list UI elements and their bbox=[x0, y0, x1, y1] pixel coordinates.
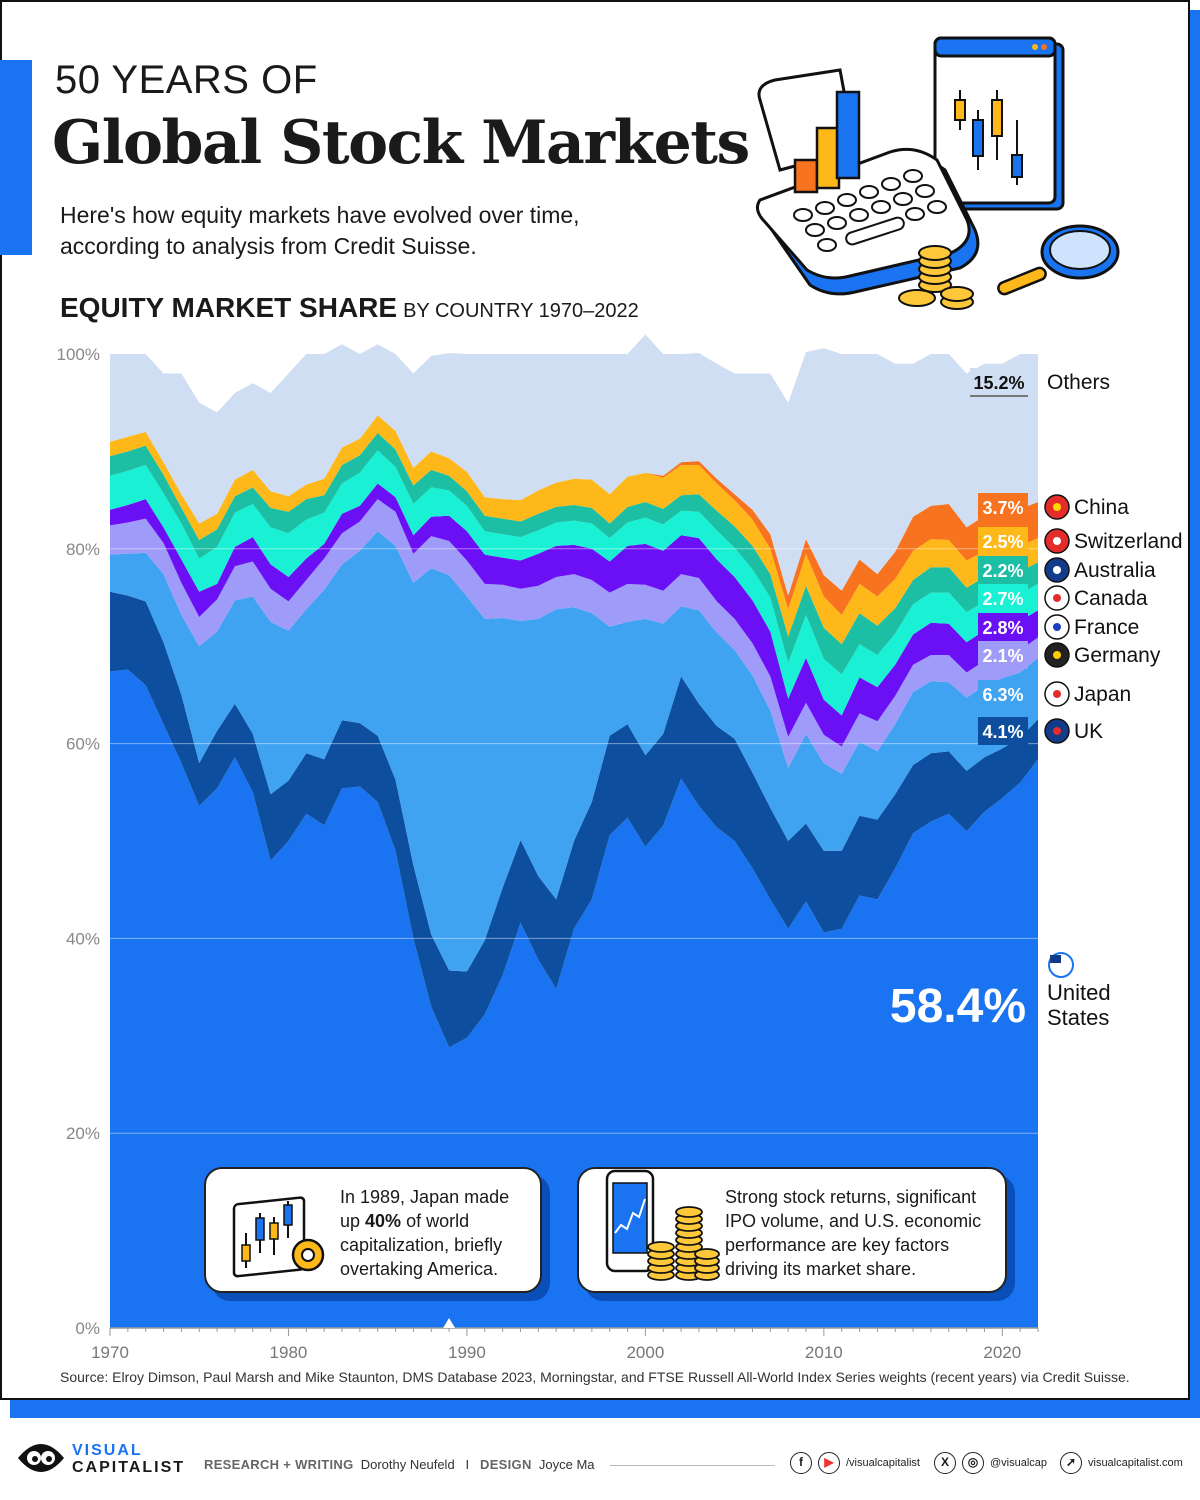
callout-us-text: Strong stock returns, significant IPO vo… bbox=[725, 1187, 982, 1279]
japan-flag-mark bbox=[1053, 690, 1061, 698]
series-name-uk: UK bbox=[1074, 720, 1103, 743]
value-label-china: 3.7% bbox=[982, 498, 1023, 518]
cursor-icon[interactable]: ➚ bbox=[1060, 1452, 1082, 1474]
value-box-china bbox=[978, 493, 1028, 521]
y-tick-label: 60% bbox=[66, 735, 100, 754]
source-note: Source: Elroy Dimson, Paul Marsh and Mik… bbox=[60, 1369, 1130, 1385]
value-box-switzerland bbox=[978, 527, 1028, 555]
page-title: Global Stock Markets bbox=[52, 108, 750, 178]
value-label-france: 2.8% bbox=[982, 618, 1023, 638]
x-tick-label: 2010 bbox=[805, 1343, 843, 1362]
handle-visualcap[interactable]: @visualcap bbox=[990, 1457, 1048, 1469]
x-tick-label: 2020 bbox=[983, 1343, 1021, 1362]
area-australia bbox=[110, 432, 1038, 675]
chart-heading: EQUITY MARKET SHARE BY COUNTRY 1970–2022 bbox=[60, 292, 639, 324]
value-label-switzerland: 2.5% bbox=[982, 532, 1023, 552]
series-name-canada: Canada bbox=[1074, 587, 1148, 610]
value-label-australia: 2.2% bbox=[982, 561, 1023, 581]
y-tick-label: 40% bbox=[66, 929, 100, 948]
uk-flag-mark bbox=[1053, 727, 1061, 735]
x-tick-label: 1970 bbox=[91, 1343, 129, 1362]
value-label-japan: 6.3% bbox=[982, 685, 1023, 705]
callout-us: Strong stock returns, significant IPO vo… bbox=[577, 1167, 1007, 1293]
area-germany bbox=[110, 499, 1038, 774]
visual-capitalist-logo-icon bbox=[18, 1444, 64, 1472]
y-tick-label: 80% bbox=[66, 540, 100, 559]
value-label-germany: 2.1% bbox=[982, 646, 1023, 666]
area-uk bbox=[110, 591, 1038, 1048]
value-box-germany bbox=[978, 641, 1028, 669]
germany-flag-mark bbox=[1053, 651, 1061, 659]
x-icon[interactable]: X bbox=[934, 1452, 956, 1474]
canada-flag-mark bbox=[1053, 594, 1061, 602]
x-tick-label: 1980 bbox=[270, 1343, 308, 1362]
france-flag-mark bbox=[1053, 623, 1061, 631]
y-tick-label: 100% bbox=[57, 345, 100, 364]
kicker: 50 YEARS OF bbox=[55, 58, 318, 102]
logo-text: VISUAL CAPITALIST bbox=[72, 1442, 186, 1476]
series-name-united-states: United bbox=[1047, 980, 1111, 1005]
website-link[interactable]: visualcapitalist.com bbox=[1088, 1457, 1183, 1469]
series-name-france: France bbox=[1074, 616, 1139, 639]
series-name-united-states: States bbox=[1047, 1005, 1109, 1030]
series-name-germany: Germany bbox=[1074, 644, 1161, 667]
value-label-uk: 4.1% bbox=[982, 722, 1023, 742]
x-tick-label: 1990 bbox=[448, 1343, 486, 1362]
area-france bbox=[110, 483, 1038, 747]
callout-japan-text: In 1989, Japan made up 40% of world capi… bbox=[340, 1187, 510, 1279]
footer-rule bbox=[610, 1465, 775, 1466]
series-name-switzerland: Switzerland bbox=[1074, 530, 1183, 553]
value-box-uk bbox=[978, 717, 1028, 745]
value-label-canada: 2.7% bbox=[982, 589, 1023, 609]
value-box-others bbox=[970, 368, 1028, 396]
marker-1989 bbox=[443, 1318, 456, 1328]
stacked-area-chart: 0% 20% 40% 60% 80% 100% 1970 1980 1990 2000 2010 20… bbox=[57, 334, 1183, 1362]
series-name-japan: Japan bbox=[1074, 683, 1131, 706]
stock-market-illustration bbox=[755, 36, 1120, 310]
value-box-australia bbox=[978, 556, 1028, 584]
facebook-icon[interactable]: f bbox=[790, 1452, 812, 1474]
area-canada bbox=[110, 450, 1038, 716]
area-united-states bbox=[110, 669, 1038, 1328]
united-states-flag-canton bbox=[1050, 955, 1061, 963]
australia-flag-mark bbox=[1053, 566, 1061, 574]
phone-coins-icon bbox=[605, 1169, 720, 1281]
credits: RESEARCH + WRITING Dorothy Neufeld I DES… bbox=[204, 1457, 595, 1472]
value-box-japan bbox=[978, 680, 1028, 708]
accent-bar bbox=[0, 60, 32, 255]
callout-japan: In 1989, Japan made up 40% of world capi… bbox=[204, 1167, 542, 1293]
trading-chart-icon bbox=[232, 1196, 325, 1278]
youtube-icon[interactable]: ▶ bbox=[818, 1452, 840, 1474]
value-box-canada bbox=[978, 584, 1028, 612]
area-others bbox=[110, 334, 1038, 596]
subtitle: Here's how equity markets have evolved o… bbox=[60, 202, 580, 259]
area-japan bbox=[110, 531, 1038, 972]
chart-heading-sub: BY COUNTRY 1970–2022 bbox=[403, 300, 639, 322]
footer: VISUAL CAPITALIST RESEARCH + WRITING Dor… bbox=[0, 1430, 1200, 1500]
y-tick-label: 20% bbox=[66, 1124, 100, 1143]
chart-heading-main: EQUITY MARKET SHARE bbox=[60, 292, 398, 323]
handle-visualcapitalist[interactable]: /visualcapitalist bbox=[846, 1457, 920, 1469]
value-label-united-states: 58.4% bbox=[890, 980, 1026, 1033]
series-name-china: China bbox=[1074, 496, 1129, 519]
value-label-others: 15.2% bbox=[973, 373, 1024, 393]
series-name-others: Others bbox=[1047, 371, 1110, 394]
china-flag-mark bbox=[1053, 503, 1061, 511]
instagram-icon[interactable]: ◎ bbox=[962, 1452, 984, 1474]
value-box-france bbox=[978, 613, 1028, 641]
y-tick-label: 0% bbox=[75, 1319, 100, 1338]
switzerland-flag-mark bbox=[1053, 537, 1061, 545]
x-tick-label: 2000 bbox=[626, 1343, 664, 1362]
series-name-australia: Australia bbox=[1074, 559, 1156, 582]
